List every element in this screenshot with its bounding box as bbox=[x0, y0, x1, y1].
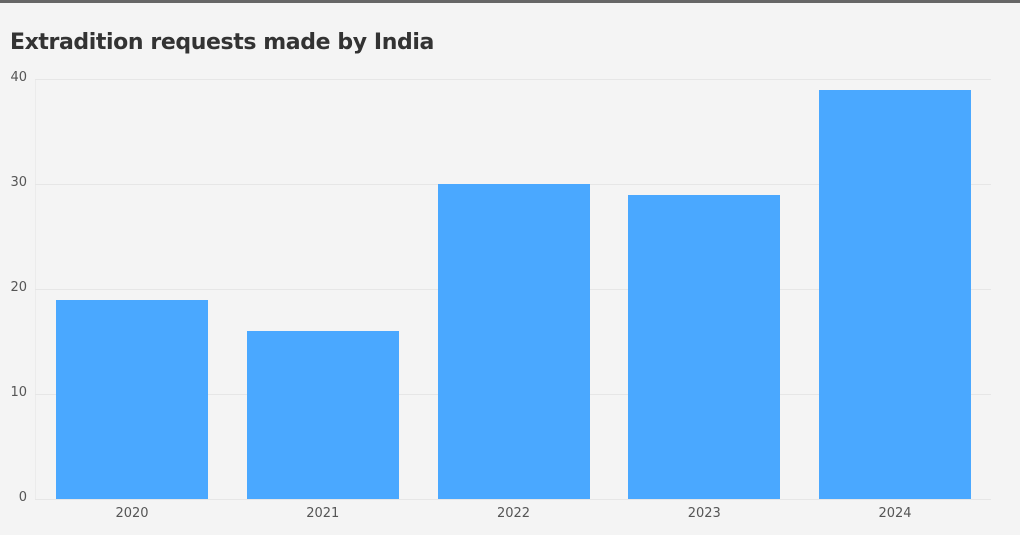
y-tick-label: 40 bbox=[10, 70, 27, 85]
bar-2020[interactable] bbox=[56, 299, 208, 499]
y-tick-label: 30 bbox=[10, 175, 27, 190]
y-tick-label: 0 bbox=[18, 490, 27, 505]
top-border bbox=[0, 0, 1020, 3]
bar-2024[interactable] bbox=[819, 89, 971, 499]
chart-title: Extradition requests made by India bbox=[10, 30, 434, 55]
y-tick-label: 20 bbox=[10, 280, 27, 295]
gridline bbox=[35, 499, 991, 500]
bar-2023[interactable] bbox=[628, 194, 781, 499]
y-tick-label: 10 bbox=[10, 385, 27, 400]
bar-2021[interactable] bbox=[246, 331, 399, 499]
x-tick-label: 2020 bbox=[115, 506, 149, 521]
gridline bbox=[35, 79, 991, 80]
x-tick-label: 2021 bbox=[306, 506, 340, 521]
bar-2022[interactable] bbox=[437, 184, 590, 499]
x-tick-label: 2023 bbox=[687, 506, 721, 521]
x-tick-label: 2024 bbox=[878, 506, 912, 521]
x-tick-label: 2022 bbox=[496, 506, 531, 521]
